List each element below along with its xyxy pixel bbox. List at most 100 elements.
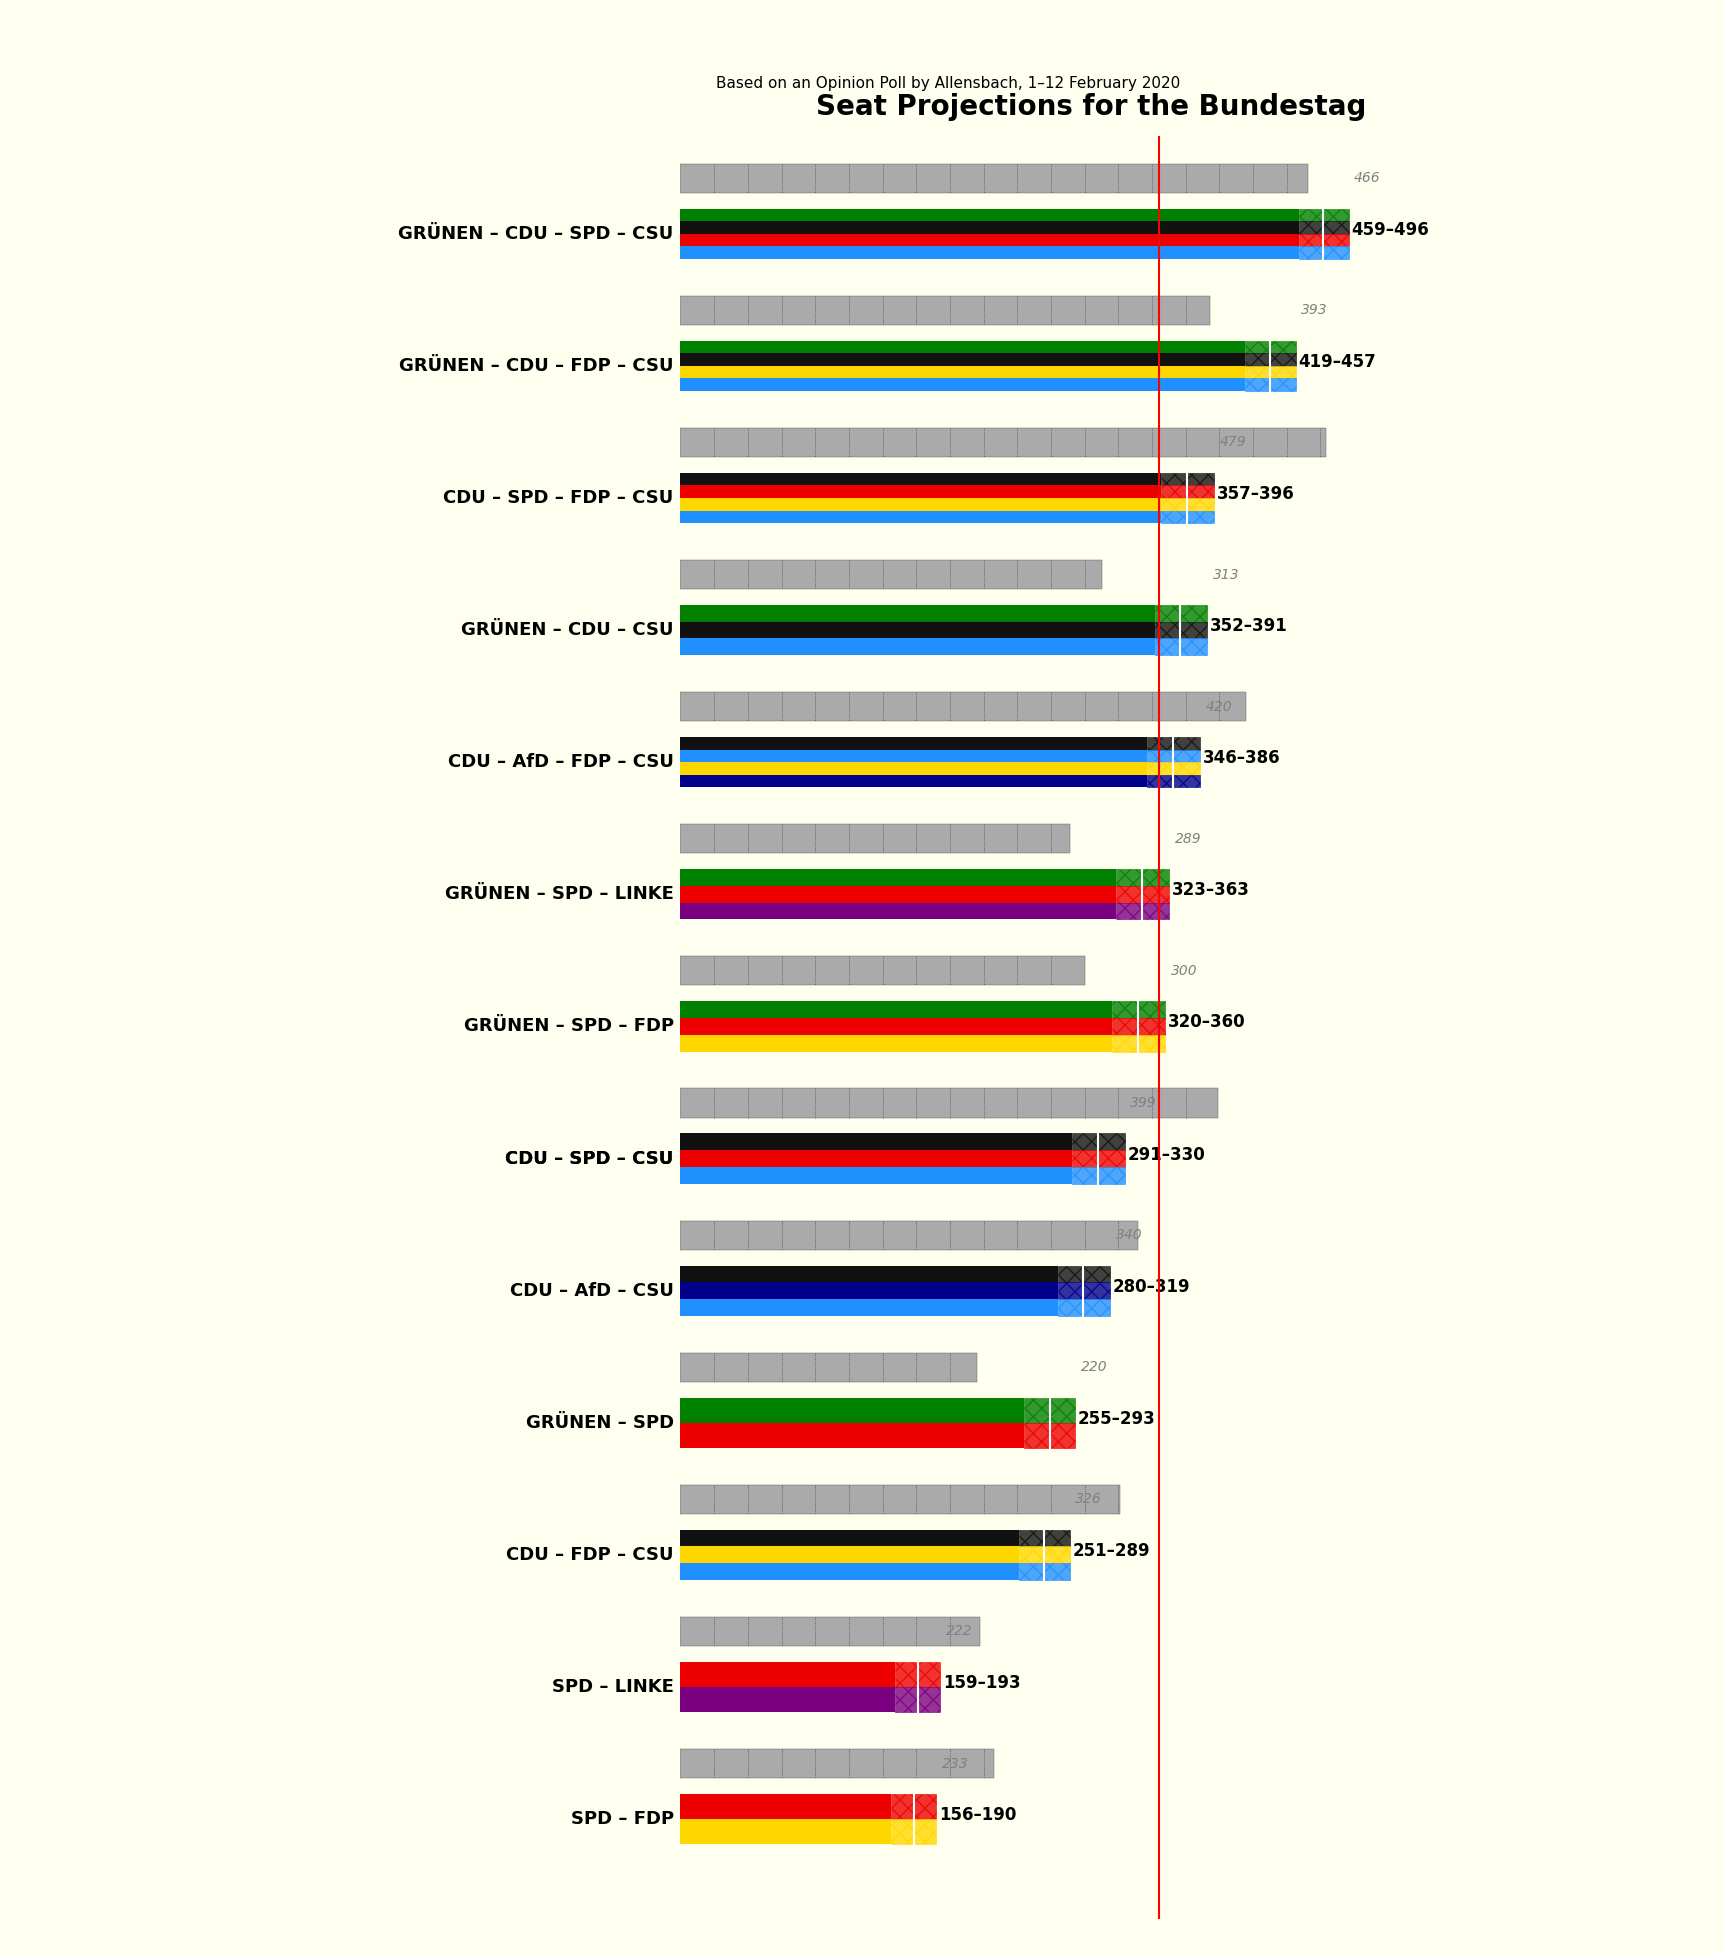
Bar bbox=[681, 561, 1101, 588]
Bar bbox=[681, 762, 1146, 774]
Bar bbox=[1115, 870, 1168, 885]
Text: 466: 466 bbox=[1353, 172, 1380, 186]
Bar bbox=[681, 692, 1246, 721]
Bar bbox=[681, 1088, 1216, 1118]
Bar bbox=[681, 1397, 1023, 1423]
Bar bbox=[681, 1485, 1118, 1514]
Bar bbox=[681, 510, 1161, 524]
Bar bbox=[891, 1794, 936, 1819]
Bar bbox=[681, 1794, 891, 1819]
Bar bbox=[681, 903, 1115, 920]
Text: GRÜNEN – CDU – CSU: GRÜNEN – CDU – CSU bbox=[462, 621, 674, 639]
Bar bbox=[681, 428, 1325, 457]
Bar bbox=[681, 737, 1146, 750]
Bar bbox=[1056, 1266, 1110, 1282]
Bar bbox=[1297, 209, 1347, 221]
Text: 357–396: 357–396 bbox=[1216, 485, 1294, 502]
Bar bbox=[1115, 903, 1168, 920]
Bar bbox=[681, 825, 1070, 854]
Bar bbox=[1018, 1546, 1070, 1563]
Bar bbox=[681, 825, 1070, 854]
Bar bbox=[681, 164, 1308, 193]
Bar bbox=[681, 1661, 894, 1686]
Text: 320–360: 320–360 bbox=[1168, 1014, 1246, 1032]
Bar bbox=[1297, 246, 1347, 258]
Text: CDU – SPD – CSU: CDU – SPD – CSU bbox=[505, 1149, 674, 1167]
Bar bbox=[681, 473, 1161, 485]
Text: GRÜNEN – SPD – FDP: GRÜNEN – SPD – FDP bbox=[463, 1018, 674, 1036]
Bar bbox=[1056, 1299, 1110, 1315]
Bar bbox=[681, 1151, 1072, 1167]
Bar bbox=[1244, 365, 1296, 379]
Bar bbox=[681, 1616, 979, 1645]
Bar bbox=[681, 1282, 1056, 1299]
Text: 479: 479 bbox=[1218, 436, 1246, 449]
Bar bbox=[681, 606, 1154, 621]
Bar bbox=[681, 340, 1244, 354]
Bar bbox=[681, 354, 1244, 365]
Bar bbox=[681, 1530, 1018, 1546]
Text: 233: 233 bbox=[941, 1757, 968, 1770]
Text: 222: 222 bbox=[946, 1624, 972, 1639]
Text: 393: 393 bbox=[1301, 303, 1327, 317]
Text: 289: 289 bbox=[1173, 832, 1201, 846]
Bar bbox=[681, 164, 1308, 193]
Bar bbox=[1072, 1151, 1125, 1167]
Text: 326: 326 bbox=[1075, 1493, 1101, 1507]
Text: 459–496: 459–496 bbox=[1351, 221, 1428, 238]
Title: Seat Projections for the Bundestag: Seat Projections for the Bundestag bbox=[815, 94, 1366, 121]
Text: 300: 300 bbox=[1170, 963, 1197, 977]
Bar bbox=[681, 621, 1154, 639]
Bar bbox=[1161, 510, 1213, 524]
Bar bbox=[681, 692, 1246, 721]
Text: SPD – LINKE: SPD – LINKE bbox=[551, 1678, 674, 1696]
Bar bbox=[681, 1485, 1118, 1514]
Bar bbox=[1161, 498, 1213, 510]
Bar bbox=[681, 1036, 1111, 1051]
Bar bbox=[681, 1000, 1111, 1018]
Text: 352–391: 352–391 bbox=[1210, 617, 1287, 635]
Bar bbox=[681, 774, 1146, 787]
Bar bbox=[1154, 606, 1206, 621]
Text: 291–330: 291–330 bbox=[1127, 1145, 1204, 1163]
Text: 323–363: 323–363 bbox=[1172, 881, 1249, 899]
Text: SPD – FDP: SPD – FDP bbox=[570, 1809, 674, 1829]
Bar bbox=[681, 561, 1101, 588]
Bar bbox=[681, 956, 1084, 985]
Bar bbox=[681, 1299, 1056, 1315]
Bar bbox=[681, 246, 1297, 258]
Bar bbox=[1154, 621, 1206, 639]
Bar bbox=[1146, 737, 1199, 750]
Bar bbox=[1115, 885, 1168, 903]
Text: GRÜNEN – CDU – SPD – CSU: GRÜNEN – CDU – SPD – CSU bbox=[398, 225, 674, 242]
Bar bbox=[681, 750, 1146, 762]
Bar bbox=[1018, 1530, 1070, 1546]
Bar bbox=[681, 956, 1084, 985]
Bar bbox=[1023, 1423, 1075, 1448]
Bar bbox=[681, 221, 1297, 234]
Bar bbox=[894, 1661, 941, 1686]
Text: GRÜNEN – CDU – FDP – CSU: GRÜNEN – CDU – FDP – CSU bbox=[400, 358, 674, 375]
Text: CDU – AfD – FDP – CSU: CDU – AfD – FDP – CSU bbox=[448, 752, 674, 772]
Bar bbox=[681, 1749, 994, 1778]
Bar bbox=[1244, 379, 1296, 391]
Bar bbox=[891, 1819, 936, 1845]
Bar bbox=[681, 295, 1210, 324]
Text: 399: 399 bbox=[1130, 1096, 1156, 1110]
Text: GRÜNEN – SPD: GRÜNEN – SPD bbox=[526, 1415, 674, 1432]
Bar bbox=[681, 1221, 1137, 1251]
Text: CDU – SPD – FDP – CSU: CDU – SPD – FDP – CSU bbox=[443, 488, 674, 506]
Bar bbox=[1146, 762, 1199, 774]
Bar bbox=[681, 1749, 994, 1778]
Bar bbox=[1111, 1000, 1165, 1018]
Bar bbox=[681, 1018, 1111, 1036]
Text: CDU – AfD – CSU: CDU – AfD – CSU bbox=[510, 1282, 674, 1299]
Bar bbox=[681, 295, 1210, 324]
Bar bbox=[681, 870, 1115, 885]
Bar bbox=[1018, 1563, 1070, 1581]
Bar bbox=[1161, 485, 1213, 498]
Text: 159–193: 159–193 bbox=[942, 1675, 1020, 1692]
Text: 280–319: 280–319 bbox=[1113, 1278, 1191, 1296]
Bar bbox=[1056, 1282, 1110, 1299]
Bar bbox=[681, 639, 1154, 655]
